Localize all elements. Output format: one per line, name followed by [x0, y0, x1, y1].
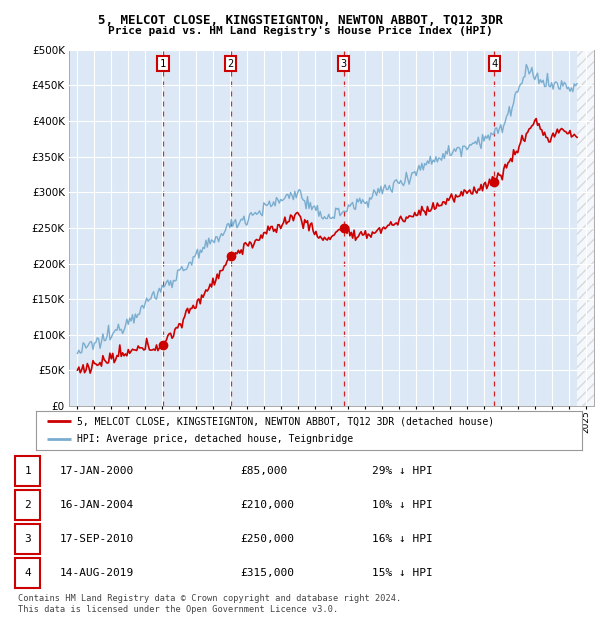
Text: 5, MELCOT CLOSE, KINGSTEIGNTON, NEWTON ABBOT, TQ12 3DR: 5, MELCOT CLOSE, KINGSTEIGNTON, NEWTON A…: [97, 14, 503, 27]
Text: 2: 2: [24, 500, 31, 510]
Text: Contains HM Land Registry data © Crown copyright and database right 2024.
This d: Contains HM Land Registry data © Crown c…: [18, 595, 401, 614]
Text: 29% ↓ HPI: 29% ↓ HPI: [372, 466, 433, 476]
Text: 1: 1: [24, 466, 31, 476]
Text: £250,000: £250,000: [240, 534, 294, 544]
Text: 16-JAN-2004: 16-JAN-2004: [60, 500, 134, 510]
Text: 4: 4: [24, 568, 31, 578]
Text: £315,000: £315,000: [240, 568, 294, 578]
Text: Price paid vs. HM Land Registry's House Price Index (HPI): Price paid vs. HM Land Registry's House …: [107, 26, 493, 36]
Text: HPI: Average price, detached house, Teignbridge: HPI: Average price, detached house, Teig…: [77, 434, 353, 444]
Text: 14-AUG-2019: 14-AUG-2019: [60, 568, 134, 578]
Text: 10% ↓ HPI: 10% ↓ HPI: [372, 500, 433, 510]
Text: £210,000: £210,000: [240, 500, 294, 510]
Text: £85,000: £85,000: [240, 466, 287, 476]
Text: 5, MELCOT CLOSE, KINGSTEIGNTON, NEWTON ABBOT, TQ12 3DR (detached house): 5, MELCOT CLOSE, KINGSTEIGNTON, NEWTON A…: [77, 417, 494, 427]
Text: 4: 4: [491, 59, 497, 69]
Text: 17-JAN-2000: 17-JAN-2000: [60, 466, 134, 476]
Text: 1: 1: [160, 59, 166, 69]
Text: 3: 3: [340, 59, 347, 69]
Text: 17-SEP-2010: 17-SEP-2010: [60, 534, 134, 544]
Text: 2: 2: [227, 59, 233, 69]
Text: 3: 3: [24, 534, 31, 544]
Text: 15% ↓ HPI: 15% ↓ HPI: [372, 568, 433, 578]
Text: 16% ↓ HPI: 16% ↓ HPI: [372, 534, 433, 544]
